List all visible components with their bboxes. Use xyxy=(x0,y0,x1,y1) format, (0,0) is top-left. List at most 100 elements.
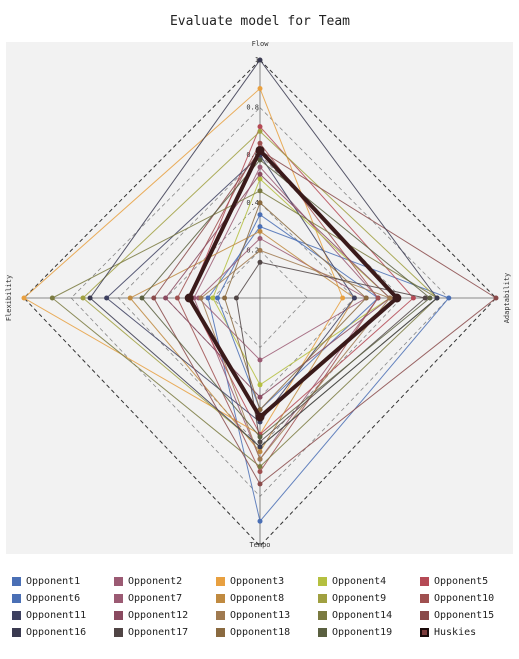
legend-item[interactable]: Opponent13 xyxy=(216,608,290,622)
legend-item[interactable]: Opponent8 xyxy=(216,591,284,605)
legend-label: Opponent16 xyxy=(26,626,87,638)
legend-item[interactable]: Opponent7 xyxy=(114,591,182,605)
legend-swatch xyxy=(318,610,327,620)
radar-chart: Evaluate model for Team 0.2 0.4 0.6 0.8 1 Fl… xyxy=(5,14,513,554)
data-point xyxy=(257,439,263,445)
legend-swatch xyxy=(318,593,327,603)
legend-item[interactable]: Opponent19 xyxy=(318,625,392,639)
data-point xyxy=(340,295,346,301)
data-point xyxy=(257,444,263,450)
data-point xyxy=(174,295,180,301)
data-point xyxy=(233,295,239,301)
legend-item[interactable]: Opponent18 xyxy=(216,625,290,639)
legend-swatch xyxy=(420,610,429,620)
tick-label: 1 xyxy=(255,56,259,64)
data-point xyxy=(257,394,263,400)
data-point xyxy=(21,295,27,301)
legend-item[interactable]: Opponent17 xyxy=(114,625,188,639)
legend-swatch xyxy=(12,576,21,586)
legend-item[interactable]: Opponent5 xyxy=(420,574,488,588)
legend-swatch xyxy=(114,610,123,620)
axis-label-adaptability: Adaptability xyxy=(503,273,511,324)
data-point xyxy=(151,295,157,301)
tick-label: 0.4 xyxy=(246,199,259,207)
legend-item[interactable]: Opponent11 xyxy=(12,608,86,622)
data-point xyxy=(257,212,263,218)
legend-item[interactable]: Opponent12 xyxy=(114,608,188,622)
legend-item[interactable]: Opponent15 xyxy=(420,608,494,622)
series-opponent19 xyxy=(139,157,433,440)
radial-tick-labels: 0.2 0.4 0.6 0.8 1 xyxy=(246,56,259,254)
series-opponent1 xyxy=(205,224,452,524)
tick-label: 0.2 xyxy=(246,246,259,254)
legend-label: Opponent1 xyxy=(26,575,81,587)
chart-title: Evaluate model for Team xyxy=(170,14,350,29)
legend-swatch xyxy=(216,610,225,620)
data-point xyxy=(87,295,93,301)
legend-item[interactable]: Opponent4 xyxy=(318,574,386,588)
series-opponent12 xyxy=(163,171,393,400)
data-point xyxy=(127,295,133,301)
data-point xyxy=(410,295,416,301)
legend-label: Opponent10 xyxy=(434,592,495,604)
data-point xyxy=(257,140,263,146)
data-point xyxy=(257,407,263,413)
legend-item[interactable]: Opponent16 xyxy=(12,625,86,639)
data-point xyxy=(375,295,381,301)
legend-swatch xyxy=(114,593,123,603)
tick-label: 0.8 xyxy=(246,104,259,112)
legend-swatch xyxy=(420,576,429,586)
data-point xyxy=(257,357,263,363)
legend-item[interactable]: Opponent9 xyxy=(318,591,386,605)
legend-label: Opponent11 xyxy=(26,609,87,621)
legend-label: Huskies xyxy=(434,626,477,638)
legend-swatch xyxy=(420,593,429,603)
data-point xyxy=(257,382,263,388)
legend-swatch xyxy=(12,593,21,603)
data-point xyxy=(257,171,263,177)
legend-label: Opponent13 xyxy=(230,609,291,621)
series-opponent17 xyxy=(233,259,428,445)
data-point xyxy=(363,295,369,301)
data-point xyxy=(257,464,263,470)
data-point xyxy=(257,157,263,163)
legend-label: Opponent12 xyxy=(128,609,189,621)
axis-labels: Flow Adaptability Tempo Flexibility xyxy=(5,40,511,549)
data-point xyxy=(205,295,211,301)
legend-item[interactable]: Opponent1 xyxy=(12,574,80,588)
legend-label: Opponent2 xyxy=(128,575,183,587)
legend-item[interactable]: Opponent14 xyxy=(318,608,392,622)
data-point xyxy=(80,295,86,301)
data-point xyxy=(257,247,263,253)
data-point xyxy=(257,481,263,487)
data-point xyxy=(215,295,221,301)
legend-swatch xyxy=(114,627,123,637)
legend-label: Opponent18 xyxy=(230,626,291,638)
data-point xyxy=(210,295,216,301)
legend-swatch xyxy=(12,610,21,620)
data-point xyxy=(387,295,393,301)
data-point xyxy=(257,449,263,455)
data-point xyxy=(257,176,263,182)
data-point xyxy=(257,86,263,92)
data-point xyxy=(257,236,263,241)
legend-item[interactable]: Opponent6 xyxy=(12,591,80,605)
legend-label: Opponent5 xyxy=(434,575,489,587)
legend-label: Opponent14 xyxy=(332,609,393,621)
legend-label: Opponent17 xyxy=(128,626,189,638)
data-point xyxy=(222,295,228,301)
series-opponent13 xyxy=(198,247,393,462)
data-point xyxy=(427,295,433,301)
legend-label: Opponent19 xyxy=(332,626,393,638)
series-group xyxy=(21,57,499,524)
legend-swatch xyxy=(216,576,225,586)
legend-item[interactable]: Opponent10 xyxy=(420,591,494,605)
data-point xyxy=(434,295,440,301)
legend-item[interactable]: Opponent2 xyxy=(114,574,182,588)
legend-item[interactable]: Huskies xyxy=(420,625,476,639)
legend-item[interactable]: Opponent3 xyxy=(216,574,284,588)
data-point xyxy=(49,295,55,301)
data-point xyxy=(257,188,263,194)
legend-swatch xyxy=(318,627,327,637)
legend-label: Opponent7 xyxy=(128,592,183,604)
